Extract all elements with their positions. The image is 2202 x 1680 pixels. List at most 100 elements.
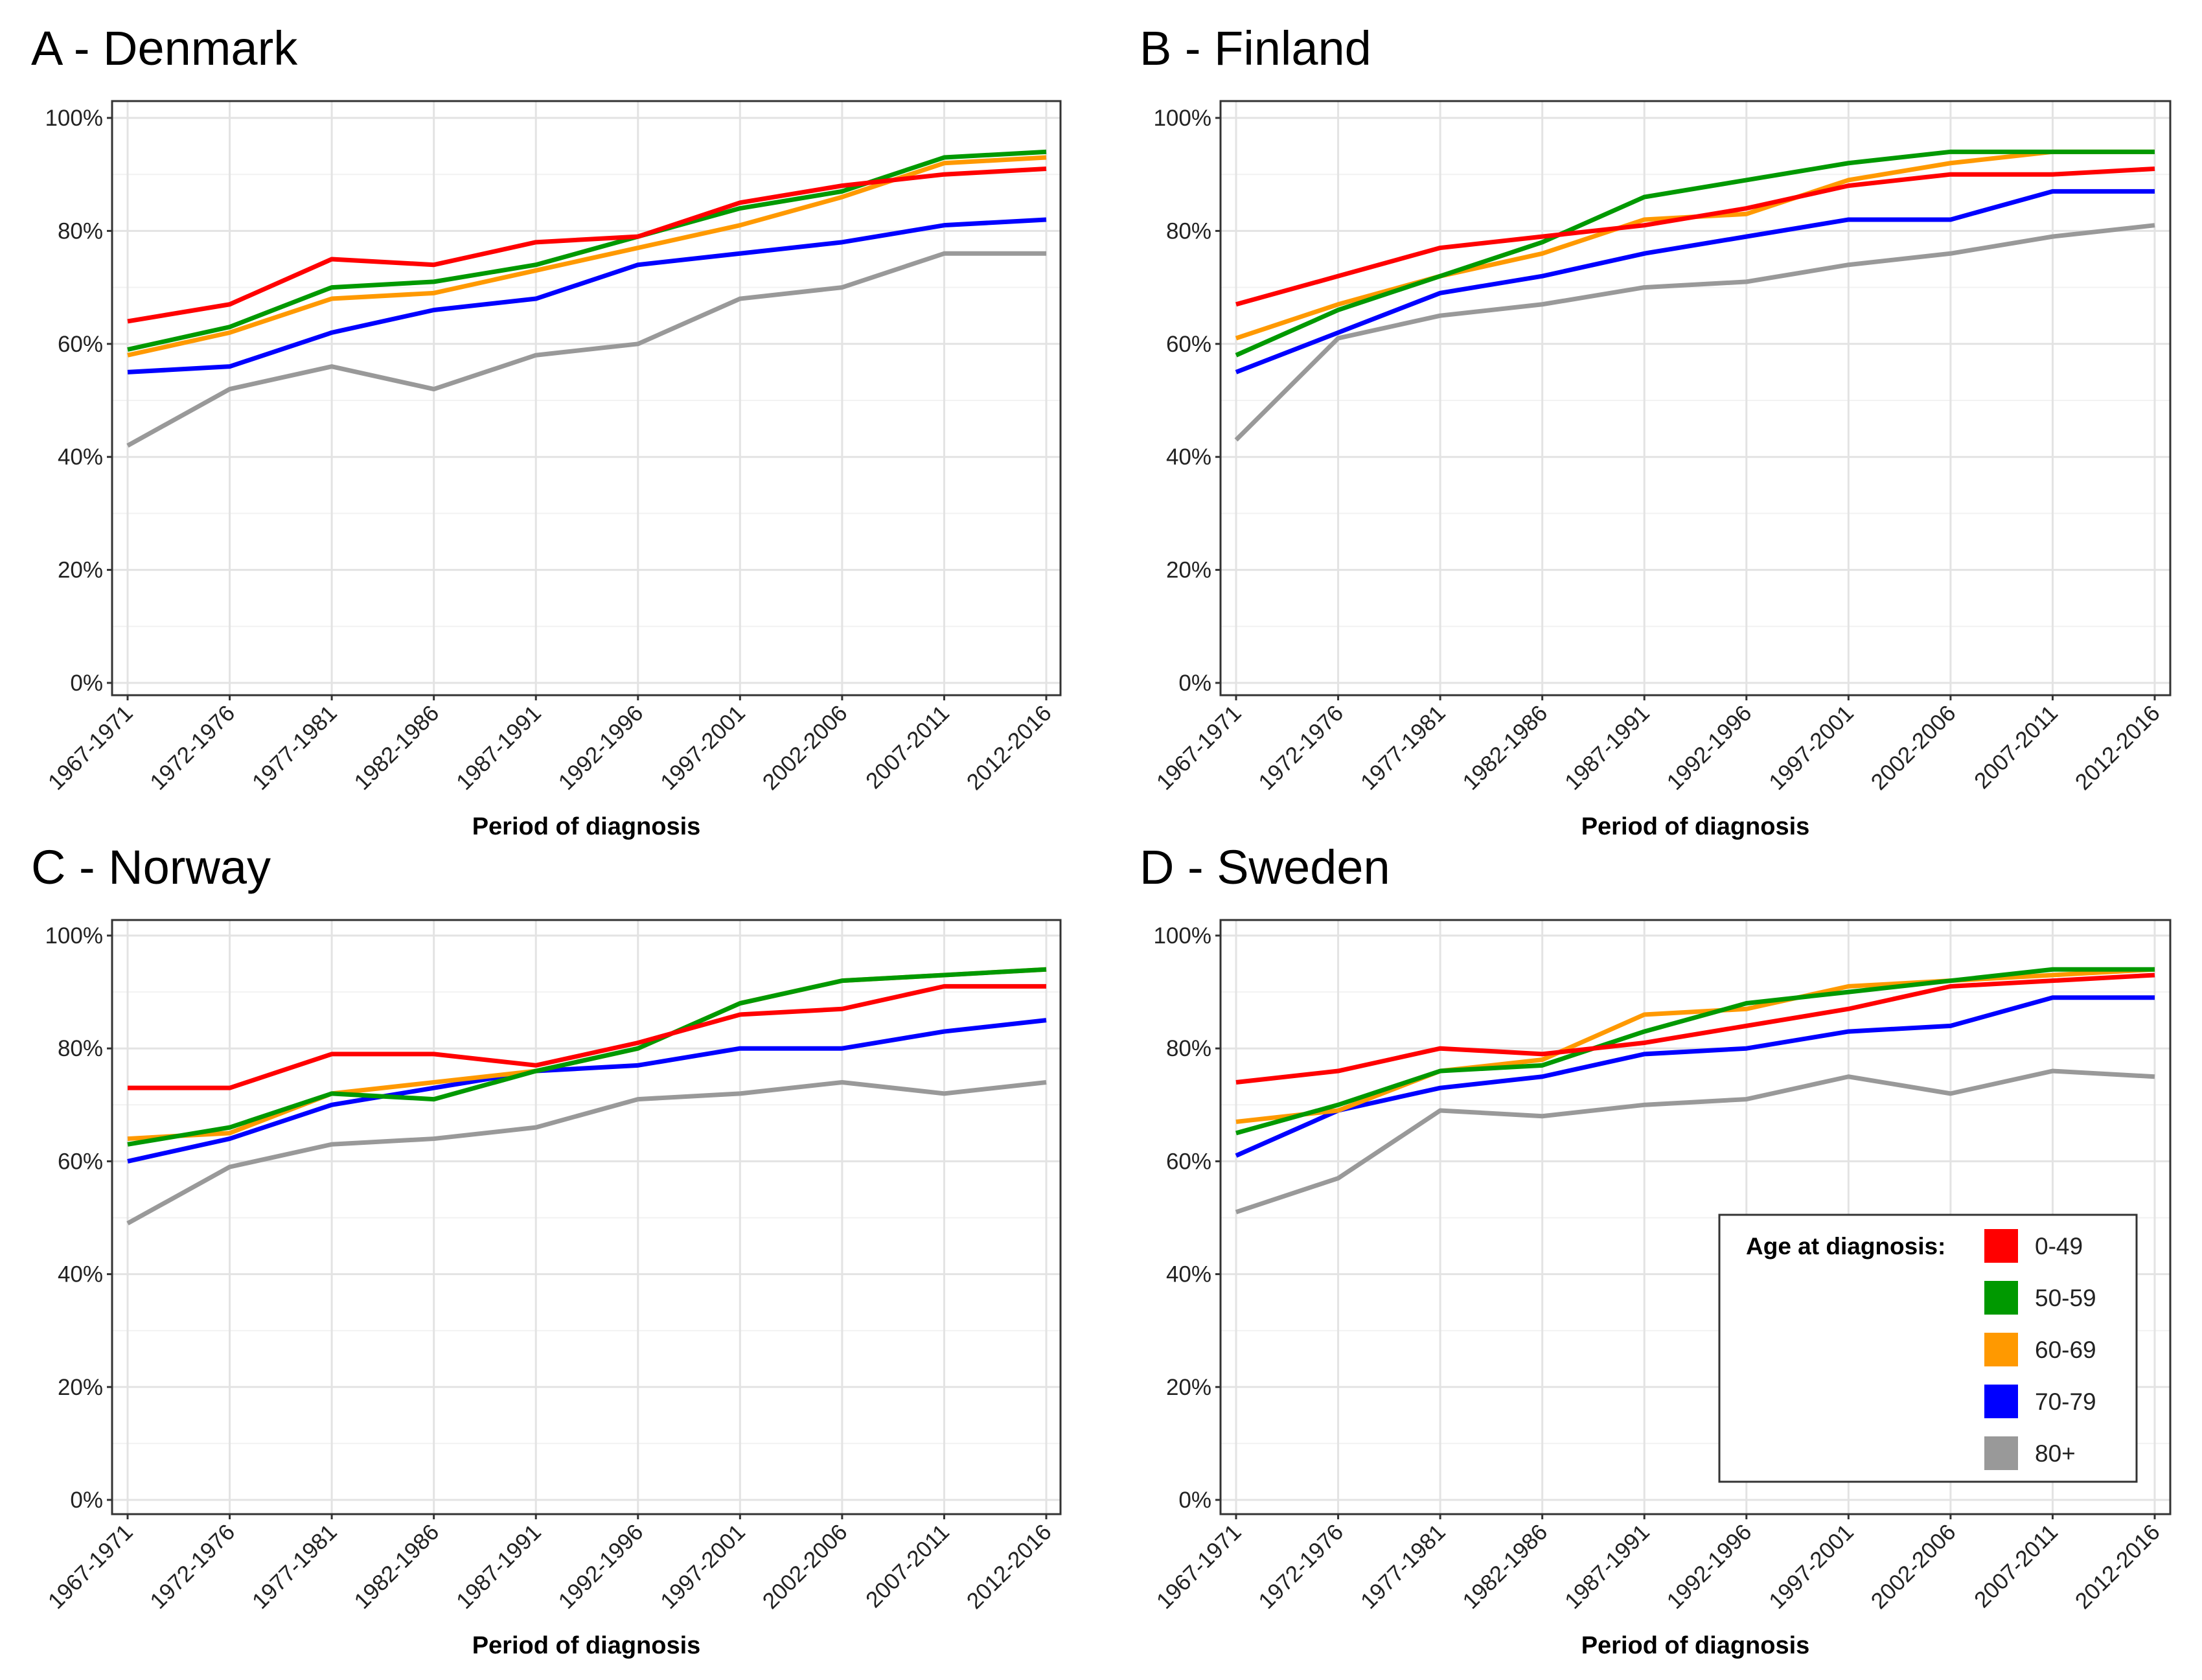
legend-box — [1718, 1214, 2138, 1483]
legend-swatch — [1984, 1385, 2018, 1418]
legend-swatch — [1984, 1229, 2018, 1263]
x-axis-title: Period of diagnosis — [1581, 1632, 1810, 1659]
y-tick-label: 100% — [1153, 106, 1211, 131]
x-tick-label: 1972-1976 — [145, 1519, 240, 1614]
plot-background — [112, 101, 1061, 695]
legend: Age at diagnosis: 0-49 50-59 60-69 70-79 80+ — [1718, 1214, 2138, 1483]
panel-title: A - Denmark — [31, 21, 298, 75]
x-tick-label: 1972-1976 — [1254, 700, 1348, 795]
x-axis-title: Period of diagnosis — [1581, 813, 1810, 840]
y-tick-label: 20% — [58, 1375, 103, 1400]
series-line-70-79 — [1235, 995, 2155, 1158]
legend-label: 70-79 — [2035, 1388, 2096, 1415]
x-tick-label: 2007-2011 — [1969, 1519, 2063, 1613]
y-tick-label: 100% — [45, 923, 103, 949]
y-tick-label: 0% — [1178, 671, 1211, 696]
x-tick-label: 2002-2006 — [1866, 1519, 1961, 1614]
y-tick-label: 80% — [58, 218, 103, 244]
y-tick-label: 40% — [58, 1262, 103, 1287]
series-line-80+ — [1235, 1068, 2155, 1215]
series-line-50-59 — [127, 149, 1047, 352]
x-tick-label: 1972-1976 — [145, 700, 240, 795]
x-tick-label: 1977-1981 — [247, 1519, 342, 1614]
y-tick-label: 80% — [1166, 218, 1211, 244]
x-tick-label: 2007-2011 — [861, 1519, 954, 1613]
x-tick-label: 2012-2016 — [962, 1519, 1057, 1614]
legend-swatch — [1984, 1281, 2018, 1315]
y-tick-label: 0% — [70, 671, 103, 696]
x-tick-label: 1972-1976 — [1254, 1519, 1348, 1614]
y-tick-label: 0% — [70, 1488, 103, 1513]
y-tick-label: 100% — [1153, 923, 1211, 949]
y-tick-label: 80% — [58, 1036, 103, 1061]
x-tick-label: 1982-1986 — [1458, 700, 1552, 795]
x-tick-label: 1997-2001 — [1764, 700, 1859, 795]
y-tick-label: 40% — [1166, 1262, 1211, 1287]
x-tick-label: 1967-1971 — [1152, 700, 1246, 795]
x-tick-label: 1987-1991 — [1560, 1519, 1655, 1614]
legend-label: 80+ — [2035, 1440, 2076, 1467]
plot-border — [1219, 919, 2172, 1515]
x-tick-label: 2002-2006 — [1866, 700, 1961, 795]
y-tick-label: 20% — [1166, 1375, 1211, 1400]
x-tick-label: 1992-1996 — [553, 700, 648, 795]
y-tick-label: 80% — [1166, 1036, 1211, 1061]
y-tick-label: 0% — [1178, 1488, 1211, 1513]
x-tick-label: 1992-1996 — [1662, 1519, 1756, 1614]
series-line-70-79 — [127, 1018, 1047, 1164]
series-line-50-59 — [1235, 967, 2155, 1136]
plot-border — [111, 100, 1062, 696]
x-tick-label: 1967-1971 — [43, 700, 138, 795]
y-tick-label: 60% — [58, 1149, 103, 1174]
x-tick-label: 2012-2016 — [962, 700, 1057, 795]
series-line-60-69 — [1235, 967, 2155, 1124]
legend-label: 0-49 — [2035, 1233, 2083, 1260]
x-tick-label: 1977-1981 — [247, 700, 342, 795]
x-tick-label: 1997-2001 — [656, 1519, 750, 1614]
x-tick-label: 1987-1991 — [452, 700, 546, 795]
x-tick-label: 1992-1996 — [553, 1519, 648, 1614]
panel-title: D - Sweden — [1140, 840, 1390, 894]
legend-title: Age at diagnosis: — [1746, 1233, 1945, 1260]
x-tick-label: 1997-2001 — [1764, 1519, 1859, 1614]
x-axis-title: Period of diagnosis — [472, 1632, 701, 1659]
plot-border — [1219, 100, 2172, 696]
x-tick-label: 1977-1981 — [1356, 700, 1451, 795]
x-tick-label: 1982-1986 — [349, 700, 444, 795]
x-tick-label: 2002-2006 — [758, 1519, 853, 1614]
series-line-0-49 — [128, 984, 1046, 1090]
series-line-80+ — [126, 251, 1046, 448]
legend-label: 50-59 — [2035, 1285, 2096, 1311]
legend-swatch — [1984, 1333, 2018, 1366]
x-tick-label: 1997-2001 — [656, 700, 750, 795]
series-line-80+ — [126, 1079, 1047, 1226]
y-tick-label: 40% — [58, 444, 103, 470]
series-line-0-49 — [1235, 166, 2155, 307]
x-tick-label: 2007-2011 — [1969, 700, 2063, 794]
x-tick-label: 1967-1971 — [1152, 1519, 1246, 1614]
y-tick-label: 60% — [1166, 1149, 1211, 1174]
series-line-50-59 — [1235, 149, 2155, 358]
series-line-50-59 — [127, 967, 1047, 1147]
x-tick-label: 2002-2006 — [758, 700, 853, 795]
x-tick-label: 1967-1971 — [43, 1519, 138, 1614]
x-tick-label: 1987-1991 — [452, 1519, 546, 1614]
x-tick-label: 1982-1986 — [1458, 1519, 1552, 1614]
y-tick-label: 60% — [58, 332, 103, 357]
panel-title: B - Finland — [1140, 21, 1371, 75]
legend-label: 60-69 — [2035, 1337, 2096, 1363]
x-tick-label: 1992-1996 — [1662, 700, 1756, 795]
y-tick-label: 60% — [1166, 332, 1211, 357]
series-line-0-49 — [1235, 972, 2155, 1085]
plot-background — [1221, 101, 2170, 695]
panel-title: C - Norway — [31, 840, 271, 894]
y-tick-label: 40% — [1166, 444, 1211, 470]
x-axis-title: Period of diagnosis — [472, 813, 701, 840]
series-line-80+ — [1234, 223, 2155, 442]
plot-border — [111, 919, 1062, 1515]
y-tick-label: 20% — [58, 558, 103, 583]
